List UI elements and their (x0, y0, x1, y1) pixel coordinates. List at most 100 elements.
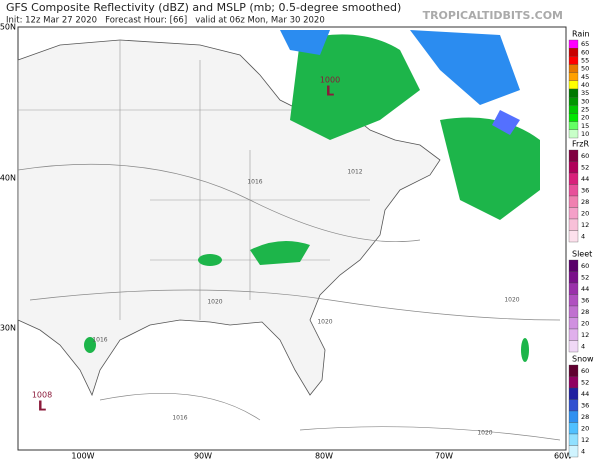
legend-swatch (568, 422, 579, 435)
legend-label: 65 (581, 40, 589, 48)
lon-label: 90W (194, 452, 212, 461)
legend-label: 45 (581, 73, 589, 81)
legend-label: 12 (581, 436, 589, 444)
pressure-symbol: L (326, 85, 334, 100)
legend-title: Snow (572, 355, 594, 364)
legend-swatch (568, 56, 579, 65)
contour-label: 1012 (347, 169, 362, 176)
legends: Rain656055504540353025201510FrzR60524436… (568, 30, 594, 458)
legend-swatch (568, 218, 579, 231)
legend-label: 28 (581, 308, 589, 316)
legend-label: 25 (581, 105, 589, 113)
legend-swatch (568, 410, 579, 423)
pressure-value: 1000 (320, 76, 340, 85)
credit: TROPICALTIDBITS.COM (423, 9, 563, 22)
legend-label: 44 (581, 390, 589, 398)
legend-swatch (568, 64, 579, 73)
contour-label: 1020 (207, 299, 222, 306)
legend-label: 4 (581, 342, 585, 350)
lon-label: 80W (315, 452, 333, 461)
legend-swatch (568, 340, 579, 353)
legend-swatch (568, 88, 579, 98)
legend-swatch (568, 113, 579, 122)
state-lines (18, 40, 370, 320)
map (17, 26, 567, 451)
legend-swatch (568, 184, 579, 197)
legend-label: 30 (581, 97, 589, 105)
legend-label: 60 (581, 48, 589, 56)
legend-swatch (568, 271, 579, 284)
legend-swatch (568, 433, 579, 446)
snow (280, 30, 520, 105)
legend-label: 20 (581, 319, 589, 327)
legend-label: 12 (581, 331, 589, 339)
legend-swatch (568, 317, 579, 330)
legend-swatch (568, 172, 579, 185)
legend-swatch (568, 207, 579, 220)
pressure-value: 1008 (32, 391, 52, 400)
legend-label: 20 (581, 209, 589, 217)
legend-label: 10 (581, 130, 589, 138)
legend-label: 36 (581, 186, 589, 194)
lon-label: 70W (435, 452, 453, 461)
legend-swatch (568, 149, 579, 162)
pressure-symbol: L (38, 400, 46, 415)
legend-swatch (568, 48, 579, 57)
legend-label: 35 (581, 89, 589, 97)
legend-swatch (568, 445, 579, 458)
legend-label: 4 (581, 447, 585, 455)
contour-label: 1020 (504, 297, 519, 304)
legend-label: 44 (581, 175, 589, 183)
lat-label: 40N (0, 174, 16, 183)
legend-swatch (568, 328, 579, 341)
legend-swatch (568, 39, 579, 49)
legend-swatch (568, 259, 579, 272)
precip (84, 34, 540, 362)
isobars (17, 163, 561, 441)
legend-swatch (568, 376, 579, 389)
contour-label: 1020 (477, 430, 492, 437)
legend-swatch (568, 294, 579, 307)
legend-swatch (568, 387, 579, 400)
legend-swatch (568, 80, 579, 90)
legend-label: 4 (581, 232, 585, 240)
legend-swatch (568, 305, 579, 318)
legend-label: 15 (581, 122, 589, 130)
legend-label: 60 (581, 152, 589, 160)
legend-swatch (568, 105, 579, 114)
legend-label: 60 (581, 367, 589, 375)
legend-label: 52 (581, 378, 589, 386)
legend-label: 28 (581, 198, 589, 206)
contour-label: 1016 (172, 415, 187, 422)
legend-swatch (568, 97, 579, 106)
legend-label: 20 (581, 114, 589, 122)
legend-swatch (568, 282, 579, 295)
legend-label: 12 (581, 221, 589, 229)
legend-swatch (568, 129, 579, 139)
contour-label: 1016 (247, 179, 262, 186)
lon-label: 100W (71, 452, 94, 461)
snow-heavy (492, 110, 520, 135)
legend-label: 40 (581, 81, 589, 89)
legend-label: 60 (581, 262, 589, 270)
legend-title: Rain (572, 30, 590, 39)
lat-label: 30N (0, 324, 16, 333)
title: GFS Composite Reflectivity (dBZ) and MSL… (6, 1, 401, 14)
legend-swatch (568, 364, 579, 377)
legend-title: FrzR (572, 140, 590, 149)
legend-label: 50 (581, 65, 589, 73)
legend-label: 52 (581, 163, 589, 171)
lat-label: 50N (0, 23, 16, 32)
legend-label: 36 (581, 296, 589, 304)
subtitle: Init: 12z Mar 27 2020 Forecast Hour: [66… (6, 16, 325, 26)
legend-label: 20 (581, 424, 589, 432)
legend-label: 52 (581, 273, 589, 281)
legend-swatch (568, 121, 579, 130)
legend-label: 28 (581, 413, 589, 421)
legend-label: 55 (581, 56, 589, 64)
contour-label: 1020 (317, 319, 332, 326)
legend-swatch (568, 399, 579, 412)
legend-label: 36 (581, 401, 589, 409)
legend-swatch (568, 195, 579, 208)
